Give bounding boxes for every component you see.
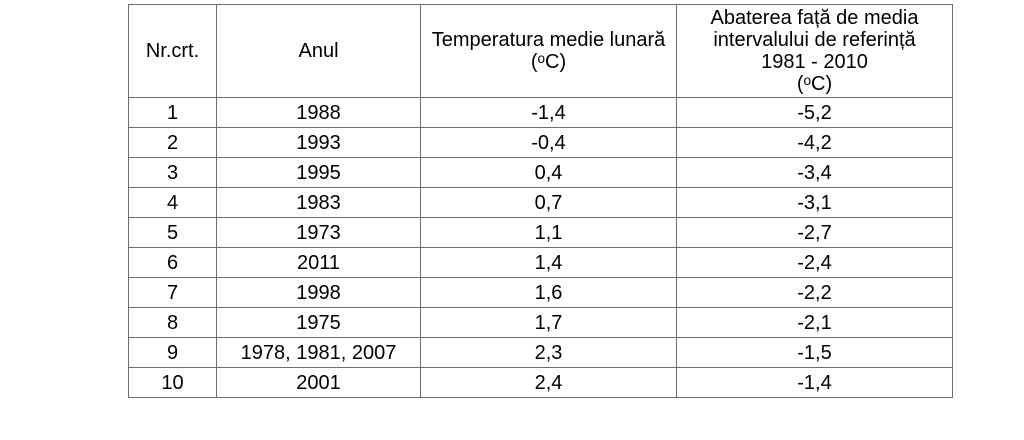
cell-nr: 7 [128, 277, 217, 308]
cell-temp: 1,1 [420, 217, 677, 248]
cell-temp: 0,7 [420, 187, 677, 218]
table-row: 3 1995 0,4 -3,4 [128, 157, 953, 188]
cell-anul: 1988 [216, 97, 421, 128]
cell-abatere: -2,7 [676, 217, 953, 248]
header-row: Nr.crt. Anul Temperatura medie lunară (ᵒ… [128, 4, 953, 98]
cell-nr: 6 [128, 247, 217, 278]
cell-abatere: -1,5 [676, 337, 953, 368]
cell-nr: 10 [128, 367, 217, 398]
cell-temp: 2,3 [420, 337, 677, 368]
cell-abatere: -1,4 [676, 367, 953, 398]
table-row: 7 1998 1,6 -2,2 [128, 277, 953, 308]
header-nr-crt: Nr.crt. [128, 4, 217, 98]
cell-anul: 1998 [216, 277, 421, 308]
cell-anul: 2001 [216, 367, 421, 398]
table-row: 1 1988 -1,4 -5,2 [128, 97, 953, 128]
cell-temp: -0,4 [420, 127, 677, 158]
cell-abatere: -3,4 [676, 157, 953, 188]
cell-temp: -1,4 [420, 97, 677, 128]
cell-nr: 2 [128, 127, 217, 158]
cell-nr: 8 [128, 307, 217, 338]
table-row: 9 1978, 1981, 2007 2,3 -1,5 [128, 337, 953, 368]
cell-nr: 4 [128, 187, 217, 218]
cell-temp: 1,6 [420, 277, 677, 308]
cell-temp: 1,4 [420, 247, 677, 278]
cell-abatere: -4,2 [676, 127, 953, 158]
cell-abatere: -2,2 [676, 277, 953, 308]
temperature-deviation-table: Nr.crt. Anul Temperatura medie lunară (ᵒ… [128, 4, 953, 398]
cell-nr: 5 [128, 217, 217, 248]
cell-temp: 1,7 [420, 307, 677, 338]
table-row: 6 2011 1,4 -2,4 [128, 247, 953, 278]
cell-abatere: -5,2 [676, 97, 953, 128]
cell-abatere: -3,1 [676, 187, 953, 218]
cell-abatere: -2,1 [676, 307, 953, 338]
table-row: 10 2001 2,4 -1,4 [128, 367, 953, 398]
table-row: 8 1975 1,7 -2,1 [128, 307, 953, 338]
cell-temp: 0,4 [420, 157, 677, 188]
header-temperatura-medie: Temperatura medie lunară (ᵒC) [420, 4, 677, 98]
cell-anul: 1993 [216, 127, 421, 158]
cell-anul: 1983 [216, 187, 421, 218]
table-row: 2 1993 -0,4 -4,2 [128, 127, 953, 158]
header-anul: Anul [216, 4, 421, 98]
cell-temp: 2,4 [420, 367, 677, 398]
cell-anul: 1978, 1981, 2007 [216, 337, 421, 368]
cell-anul: 2011 [216, 247, 421, 278]
header-abaterea: Abaterea față de media intervalului de r… [676, 4, 953, 98]
table-row: 5 1973 1,1 -2,7 [128, 217, 953, 248]
cell-anul: 1975 [216, 307, 421, 338]
cell-abatere: -2,4 [676, 247, 953, 278]
cell-nr: 1 [128, 97, 217, 128]
cell-anul: 1995 [216, 157, 421, 188]
table-row: 4 1983 0,7 -3,1 [128, 187, 953, 218]
cell-nr: 3 [128, 157, 217, 188]
cell-anul: 1973 [216, 217, 421, 248]
cell-nr: 9 [128, 337, 217, 368]
